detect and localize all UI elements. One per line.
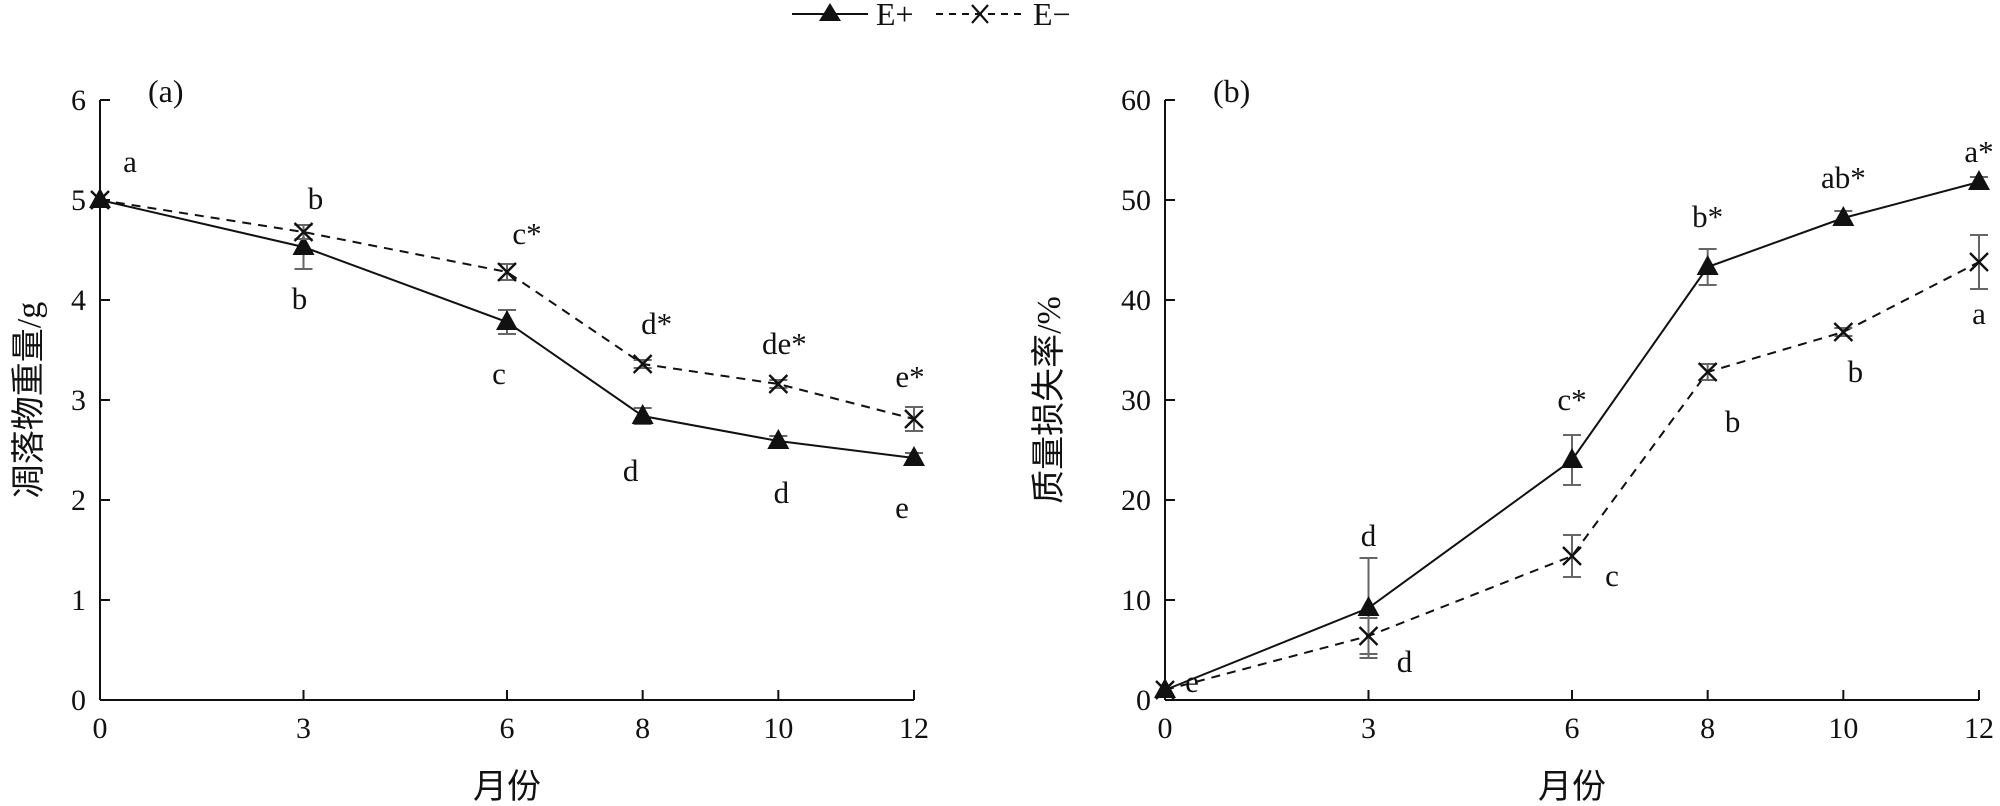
x-tick-label: 3 (296, 712, 311, 745)
significance-label: d (1397, 644, 1413, 679)
data-point-triangle (496, 310, 518, 330)
significance-label: de* (762, 326, 807, 361)
data-point-x (1562, 546, 1582, 566)
x-tick-label: 0 (93, 712, 108, 745)
y-tick-label: 40 (1121, 284, 1151, 317)
data-point-triangle (631, 404, 654, 424)
y-tick-label: 1 (71, 584, 86, 617)
y-tick-label: 20 (1121, 484, 1151, 517)
data-point-x (497, 262, 517, 282)
significance-label: b (1725, 404, 1741, 439)
significance-label: d* (641, 306, 672, 341)
significance-label: b (1848, 354, 1864, 389)
data-point-triangle (767, 429, 790, 449)
legend-label-e-plus: E+ (876, 0, 914, 32)
significance-label: c (492, 356, 506, 391)
data-point-x (1833, 322, 1854, 342)
significance-label: b (308, 181, 324, 216)
significance-label: a* (1964, 134, 1993, 169)
data-point-triangle (89, 188, 111, 208)
significance-label: b* (1692, 199, 1723, 234)
y-tick-label: 10 (1121, 584, 1151, 617)
series-line-e-minus (99, 199, 915, 420)
x-tick-label: 6 (1565, 712, 1580, 745)
data-point-x (1358, 626, 1379, 646)
significance-label: e (1185, 664, 1199, 699)
legend-marker-triangle-icon (819, 3, 841, 21)
y-tick-label: 50 (1121, 184, 1151, 217)
x-axis-title: 月份 (473, 769, 541, 806)
data-point-x (1969, 252, 1989, 272)
y-tick-label: 0 (1136, 684, 1151, 717)
y-tick-label: 6 (71, 84, 86, 117)
y-tick-label: 4 (71, 284, 86, 317)
data-point-x (904, 409, 924, 429)
x-tick-label: 3 (1361, 712, 1376, 745)
data-point-x (90, 190, 110, 210)
series-line-e-minus (1164, 261, 1980, 691)
x-tick-label: 12 (1964, 712, 1994, 745)
x-tick-label: 6 (500, 712, 515, 745)
x-axis-title: 月份 (1538, 769, 1606, 806)
significance-label: ab* (1821, 160, 1866, 195)
significance-label: a (1972, 296, 1986, 331)
significance-label: c* (1557, 382, 1586, 417)
y-tick-label: 3 (71, 384, 86, 417)
data-point-triangle (1154, 678, 1176, 698)
significance-label: c* (512, 216, 541, 251)
data-point-triangle (1561, 448, 1583, 468)
data-point-x (768, 374, 789, 394)
data-point-x (293, 222, 314, 242)
y-tick-label: 2 (71, 484, 86, 517)
data-point-triangle (292, 235, 315, 255)
significance-label: d (1361, 518, 1377, 553)
data-point-triangle (1696, 255, 1719, 275)
x-tick-label: 10 (1828, 712, 1858, 745)
y-axis-title: 凋落物重量/g (10, 302, 48, 498)
significance-label: c (1605, 558, 1619, 593)
x-tick-label: 12 (899, 712, 929, 745)
significance-label: e* (895, 359, 924, 394)
significance-label: d (774, 475, 790, 510)
data-point-x (632, 354, 653, 374)
data-point-triangle (903, 446, 925, 466)
x-tick-label: 10 (763, 712, 793, 745)
significance-label: e (895, 490, 909, 525)
significance-label: a (123, 144, 137, 179)
series-line-e-plus (99, 199, 915, 459)
series-line-e-plus (1164, 181, 1980, 691)
data-point-triangle (1357, 596, 1380, 616)
y-tick-label: 60 (1121, 84, 1151, 117)
y-axis-title: 质量损失率/% (1030, 296, 1068, 504)
data-point-triangle (1968, 170, 1990, 190)
significance-label: d (623, 453, 639, 488)
significance-label: b (292, 281, 308, 316)
legend-marker-x-icon (971, 4, 989, 24)
y-tick-label: 0 (71, 684, 86, 717)
x-tick-label: 0 (1158, 712, 1173, 745)
x-tick-label: 8 (635, 712, 650, 745)
legend-label-e-minus: E− (1033, 0, 1071, 32)
panel-label: (a) (148, 73, 184, 109)
panel-label: (b) (1213, 73, 1250, 109)
data-point-x (1155, 680, 1175, 700)
data-point-x (1697, 362, 1718, 382)
y-tick-label: 5 (71, 184, 86, 217)
data-point-triangle (1832, 206, 1855, 226)
x-tick-label: 8 (1700, 712, 1715, 745)
y-tick-label: 30 (1121, 384, 1151, 417)
legend: E+ E− (792, 0, 1071, 32)
